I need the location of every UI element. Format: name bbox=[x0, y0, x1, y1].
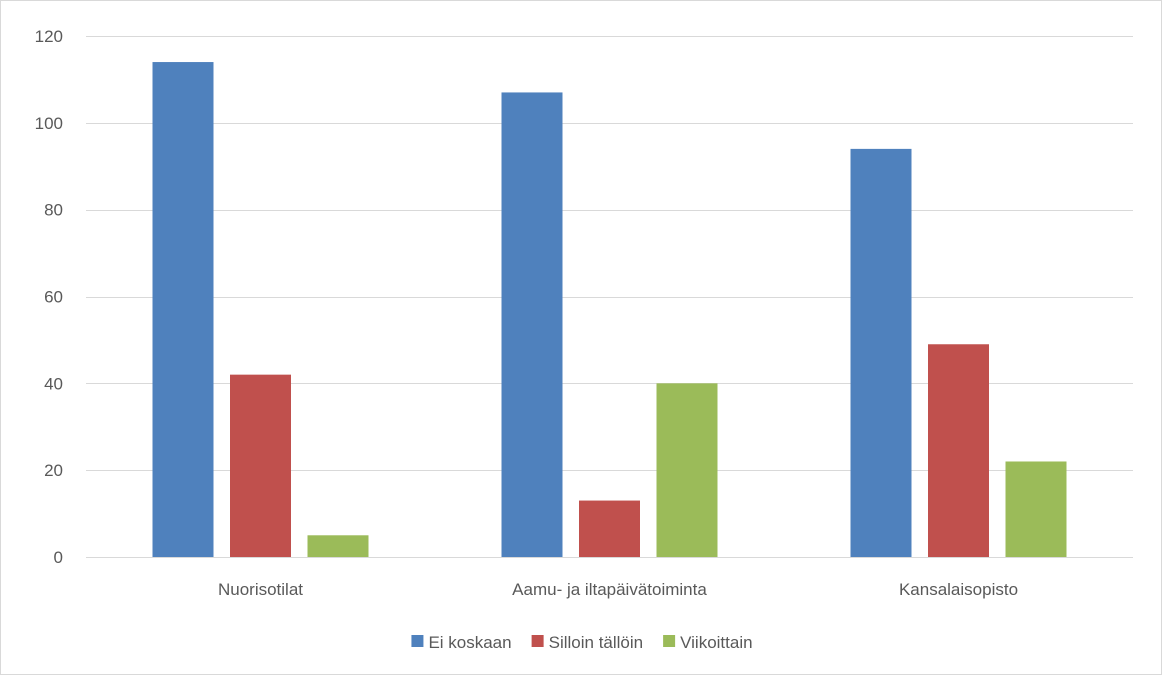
x-tick-label: Kansalaisopisto bbox=[899, 580, 1018, 599]
legend-swatch bbox=[663, 635, 676, 647]
y-tick-label: 40 bbox=[44, 374, 63, 393]
axes: 0 20 40 60 80 100 120 Nuorisotilat Aamu- ja ilta… bbox=[35, 27, 1018, 599]
bar-silloin-tällöin-2 bbox=[928, 344, 989, 557]
y-tick-label: 20 bbox=[44, 461, 63, 480]
legend-label: Silloin tällöin bbox=[549, 633, 644, 652]
legend-label: Viikoittain bbox=[680, 633, 752, 652]
y-tick-label: 80 bbox=[44, 201, 63, 220]
bar-silloin-tällöin-1 bbox=[579, 500, 640, 557]
bar-ei-koskaan-2 bbox=[850, 148, 912, 557]
legend-swatch bbox=[531, 635, 544, 647]
legend-label: Ei koskaan bbox=[428, 633, 511, 652]
legend: Ei koskaan Silloin tällöin Viikoittain bbox=[411, 633, 753, 652]
bar-ei-koskaan-0 bbox=[152, 62, 214, 558]
x-tick-label: Nuorisotilat bbox=[218, 580, 303, 599]
y-tick-label: 0 bbox=[54, 548, 63, 567]
x-tick-label: Aamu- ja iltapäivätoiminta bbox=[512, 580, 707, 599]
bar-viikoittain-0 bbox=[307, 535, 369, 557]
bar-silloin-tällöin-0 bbox=[230, 374, 291, 557]
bar-ei-koskaan-1 bbox=[501, 92, 563, 558]
bars bbox=[152, 62, 1067, 558]
y-tick-label: 100 bbox=[35, 114, 63, 133]
bar-viikoittain-2 bbox=[1005, 461, 1067, 557]
bar-viikoittain-1 bbox=[656, 383, 718, 557]
legend-swatch bbox=[411, 635, 424, 647]
y-tick-label: 60 bbox=[44, 288, 63, 307]
y-tick-label: 120 bbox=[35, 27, 63, 46]
